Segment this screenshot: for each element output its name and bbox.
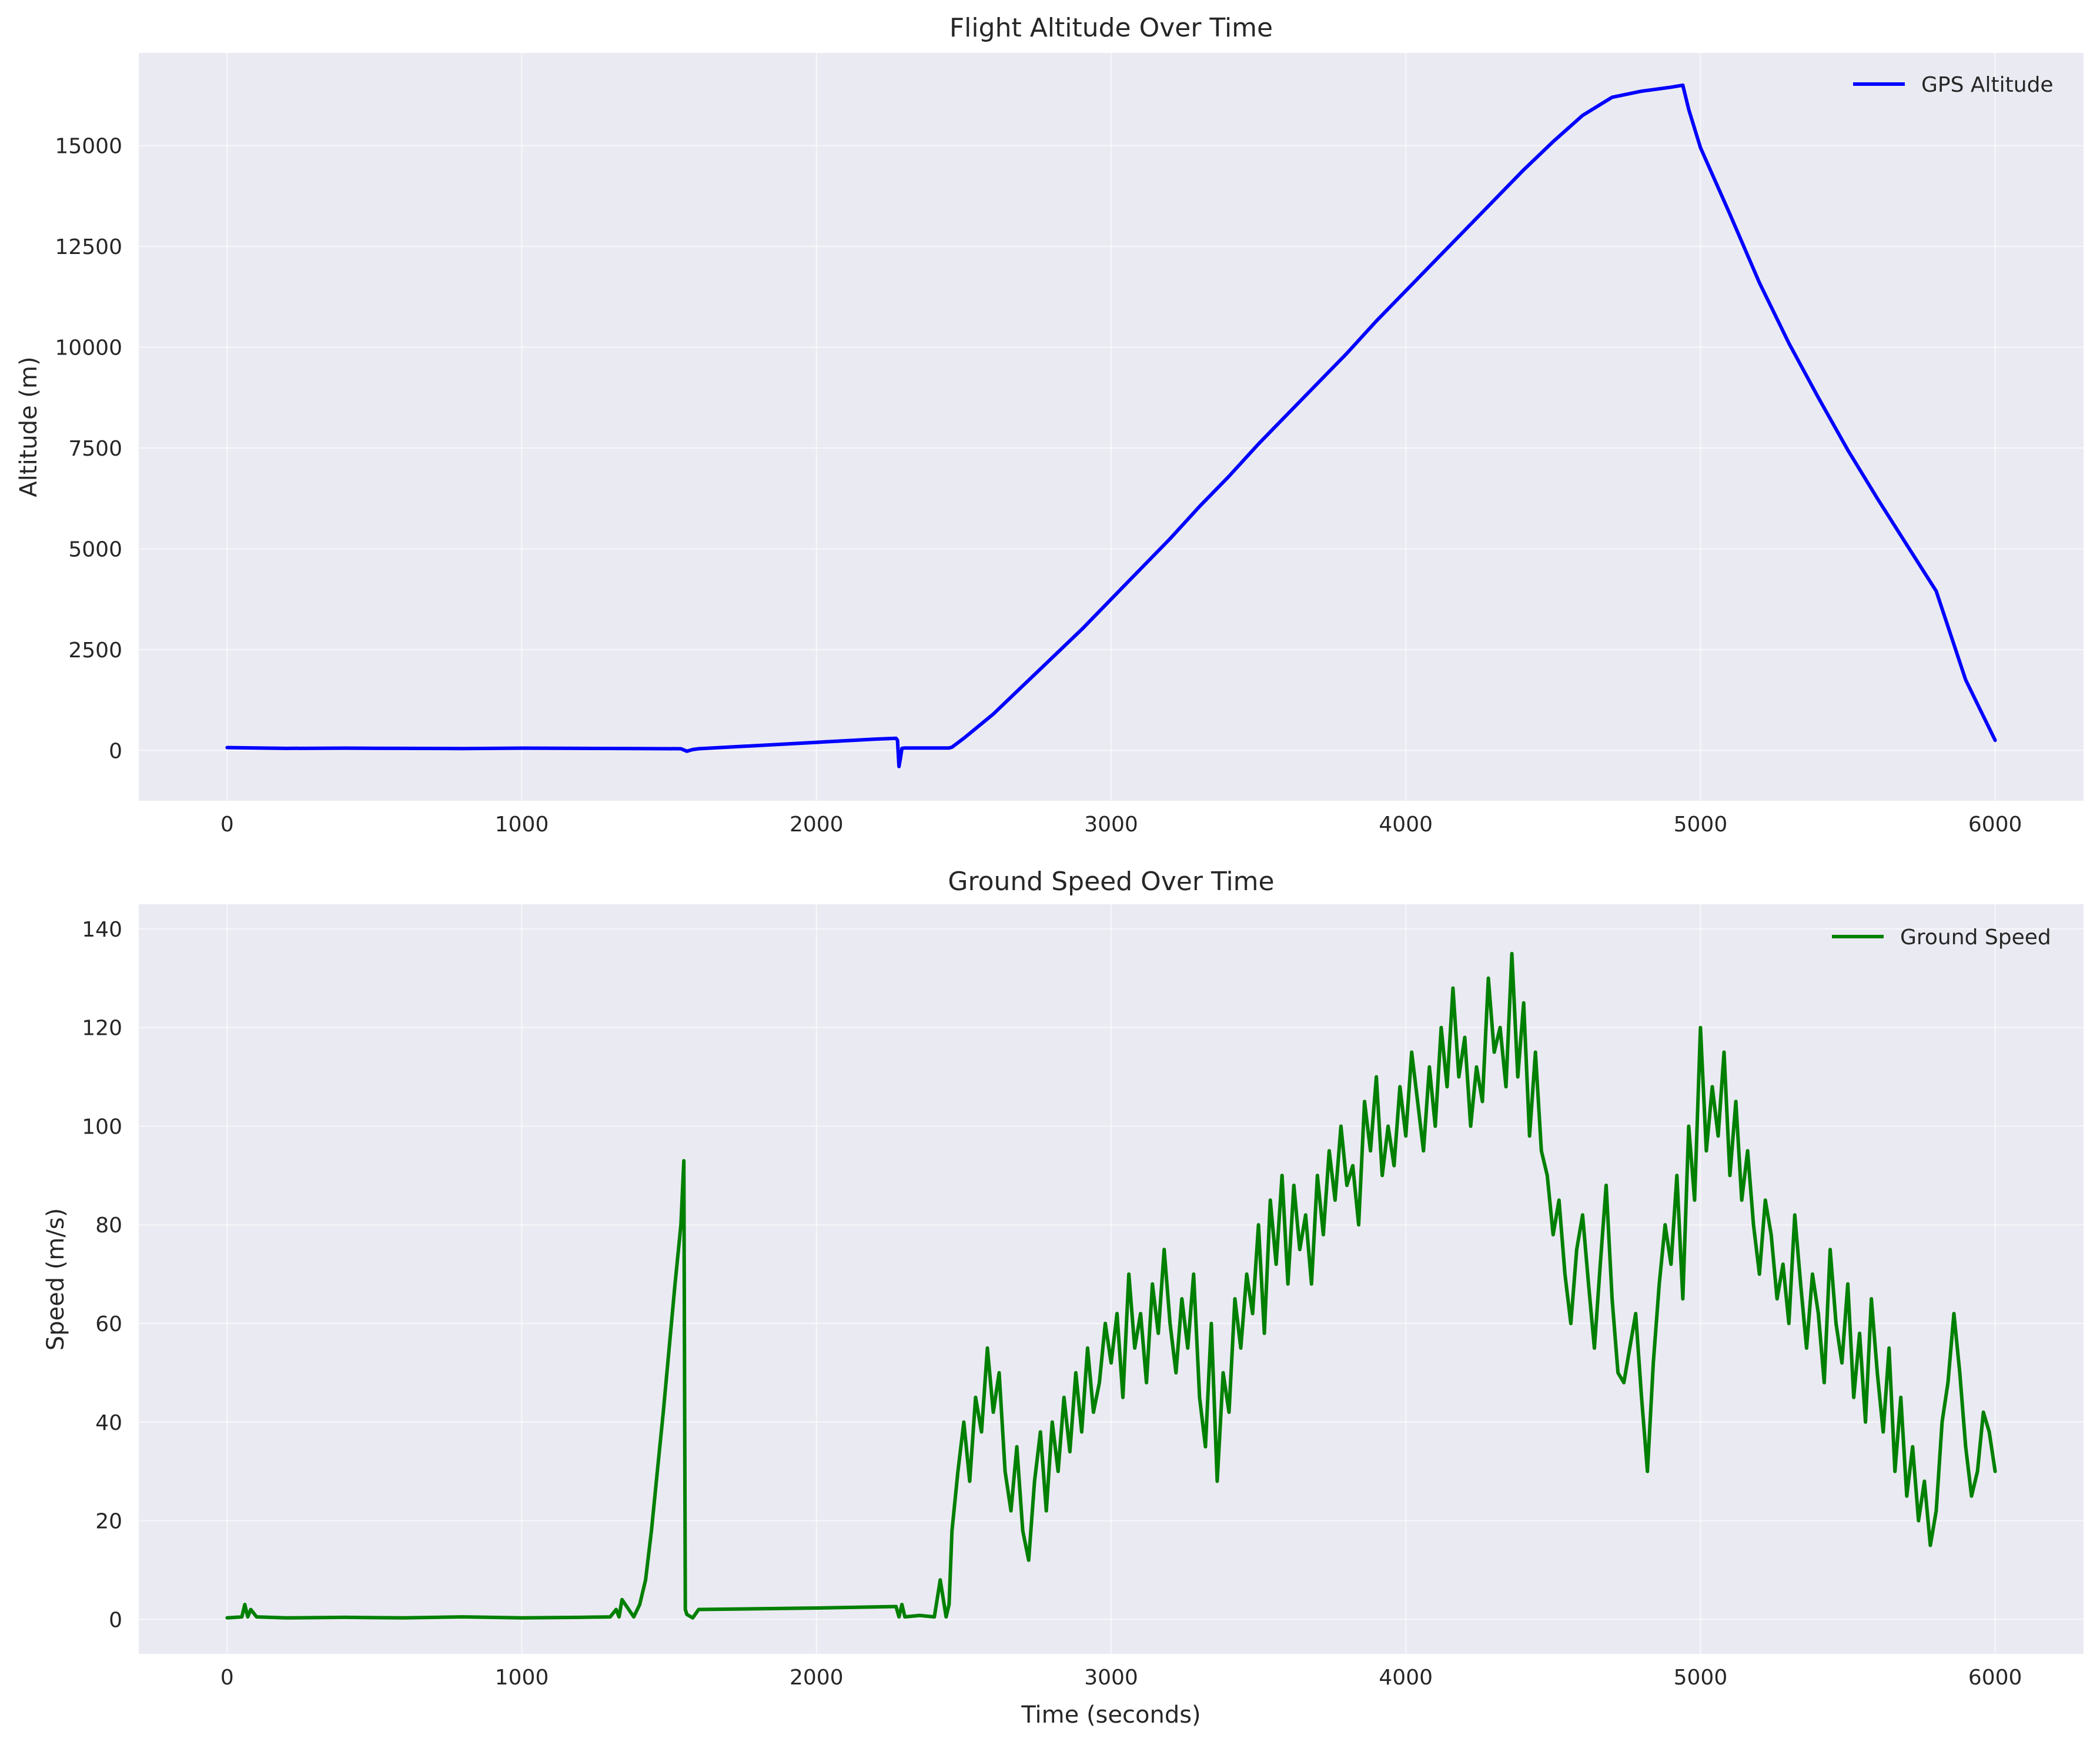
speed-x-tick-label: 1000	[495, 1666, 549, 1690]
altitude-x-tick-label: 1000	[495, 813, 549, 837]
altitude-y-tick-label: 2500	[68, 639, 122, 663]
speed-y-tick-label: 80	[95, 1214, 122, 1238]
speed-y-tick-label: 60	[95, 1312, 122, 1336]
speed-legend-label: Ground Speed	[1900, 925, 2051, 950]
altitude-series-line	[225, 83, 1997, 768]
altitude-x-tick-label: 5000	[1674, 813, 1728, 837]
speed-subplot: 0 1000 2000 3000 4000 5000 6000 0 20 40 60 80 100 12…	[42, 867, 2084, 1729]
speed-y-axis-label: Speed (m/s)	[42, 1208, 69, 1351]
speed-x-tick-label: 3000	[1084, 1666, 1138, 1690]
altitude-subplot: 0 1000 2000 3000 4000 5000 6000 0 2500 5000 7500 1…	[15, 13, 2084, 837]
altitude-x-tick-labels: 0 1000 2000 3000 4000 5000 6000	[220, 813, 2022, 837]
speed-legend: Ground Speed	[1832, 925, 2051, 950]
altitude-x-tick-label: 2000	[790, 813, 844, 837]
speed-x-tick-label: 2000	[790, 1666, 844, 1690]
speed-x-tick-label: 4000	[1379, 1666, 1433, 1690]
altitude-y-tick-label: 12500	[55, 235, 122, 259]
speed-y-tick-label: 40	[95, 1411, 122, 1435]
altitude-legend: GPS Altitude	[1853, 73, 2054, 97]
altitude-x-tick-label: 3000	[1084, 813, 1138, 837]
speed-y-tick-label: 120	[82, 1017, 122, 1041]
altitude-grid	[139, 53, 2084, 801]
speed-chart-title: Ground Speed Over Time	[948, 867, 1274, 897]
altitude-legend-label: GPS Altitude	[1921, 73, 2054, 97]
altitude-y-axis-label: Altitude (m)	[15, 356, 42, 497]
speed-y-tick-labels: 0 20 40 60 80 100 120 140	[82, 918, 122, 1632]
speed-x-tick-label: 5000	[1674, 1666, 1728, 1690]
altitude-y-tick-label: 10000	[55, 336, 122, 360]
altitude-series	[225, 83, 1997, 768]
altitude-x-tick-label: 4000	[1379, 813, 1433, 837]
altitude-y-tick-label: 7500	[68, 437, 122, 461]
altitude-y-tick-labels: 0 2500 5000 7500 10000 12500 15000	[55, 135, 122, 764]
speed-series-line	[225, 951, 1997, 1620]
altitude-y-tick-label: 5000	[68, 537, 122, 561]
speed-x-tick-labels: 0 1000 2000 3000 4000 5000 6000	[220, 1666, 2022, 1690]
speed-series	[225, 951, 1997, 1620]
altitude-y-tick-label: 15000	[55, 135, 122, 159]
speed-y-tick-label: 20	[95, 1510, 122, 1534]
altitude-chart-title: Flight Altitude Over Time	[949, 13, 1273, 43]
altitude-y-tick-label: 0	[109, 739, 122, 763]
speed-y-tick-label: 100	[82, 1115, 122, 1139]
speed-x-tick-label: 0	[220, 1666, 234, 1690]
speed-y-tick-label: 140	[82, 918, 122, 942]
altitude-x-tick-label: 6000	[1968, 813, 2022, 837]
altitude-x-tick-label: 0	[220, 813, 234, 837]
speed-y-tick-label: 0	[109, 1608, 122, 1632]
speed-x-tick-label: 6000	[1968, 1666, 2022, 1690]
speed-x-axis-label: Time (seconds)	[1021, 1701, 1201, 1729]
